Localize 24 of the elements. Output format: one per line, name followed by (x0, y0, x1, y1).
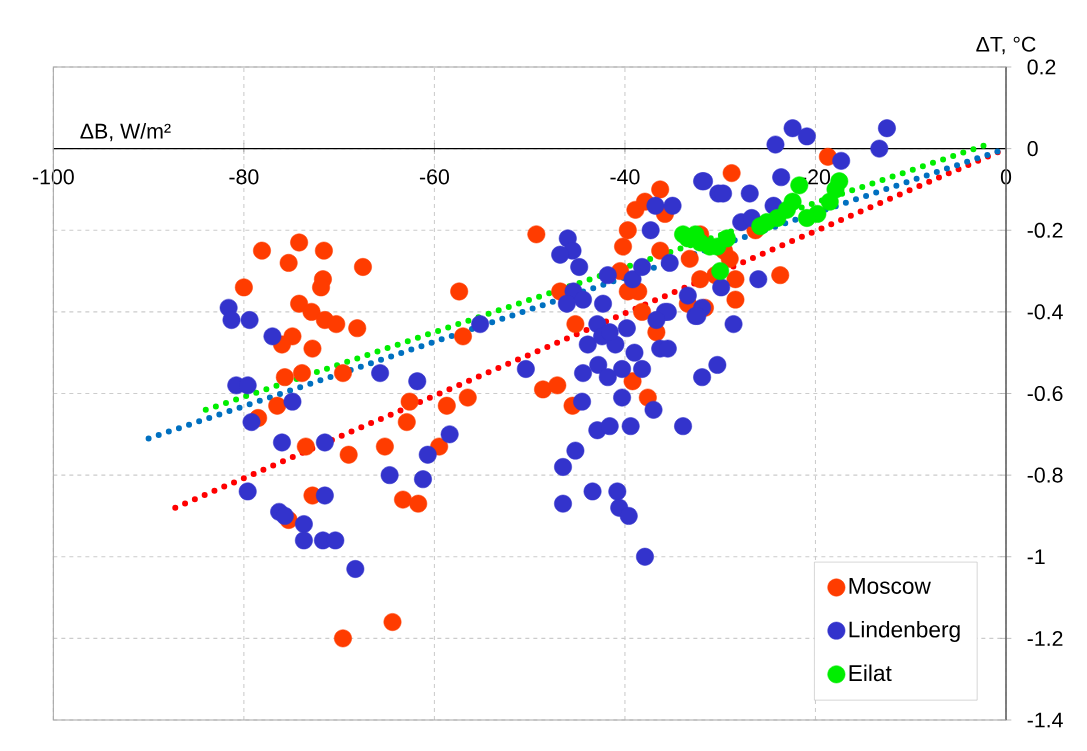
y-tick-label: -1.4 (1027, 712, 1063, 728)
legend-label: Moscow (849, 578, 931, 594)
x-tick-label: 0 (1000, 169, 1012, 185)
point (797, 209, 816, 227)
legend-label: Eilat (849, 664, 892, 682)
y-tick-label: -1.2 (1027, 630, 1063, 646)
y-axis-title: ΔT, °C (976, 36, 1036, 55)
x-tick-label: -20 (801, 169, 831, 185)
y-tick-label: -0.8 (1027, 467, 1063, 483)
x-axis-title: ΔB, W/m² (80, 123, 171, 142)
x-tick-label: -60 (419, 169, 449, 185)
y-tick-label: -0.4 (1027, 304, 1063, 320)
x-tick-label: -100 (32, 169, 74, 185)
x-tick-label: -80 (229, 169, 259, 185)
y-tick-label: 0 (1027, 141, 1038, 157)
y-tick-label: -0.6 (1027, 385, 1063, 402)
y-tick-label: -1 (1027, 549, 1045, 565)
point (711, 262, 730, 280)
legend-label: Lindenberg (849, 620, 960, 643)
y-tick-label: 0.2 (1027, 59, 1056, 75)
y-tick-label: -0.2 (1027, 222, 1063, 238)
point (820, 192, 839, 211)
x-tick-label: -40 (610, 169, 640, 185)
point (751, 217, 770, 236)
